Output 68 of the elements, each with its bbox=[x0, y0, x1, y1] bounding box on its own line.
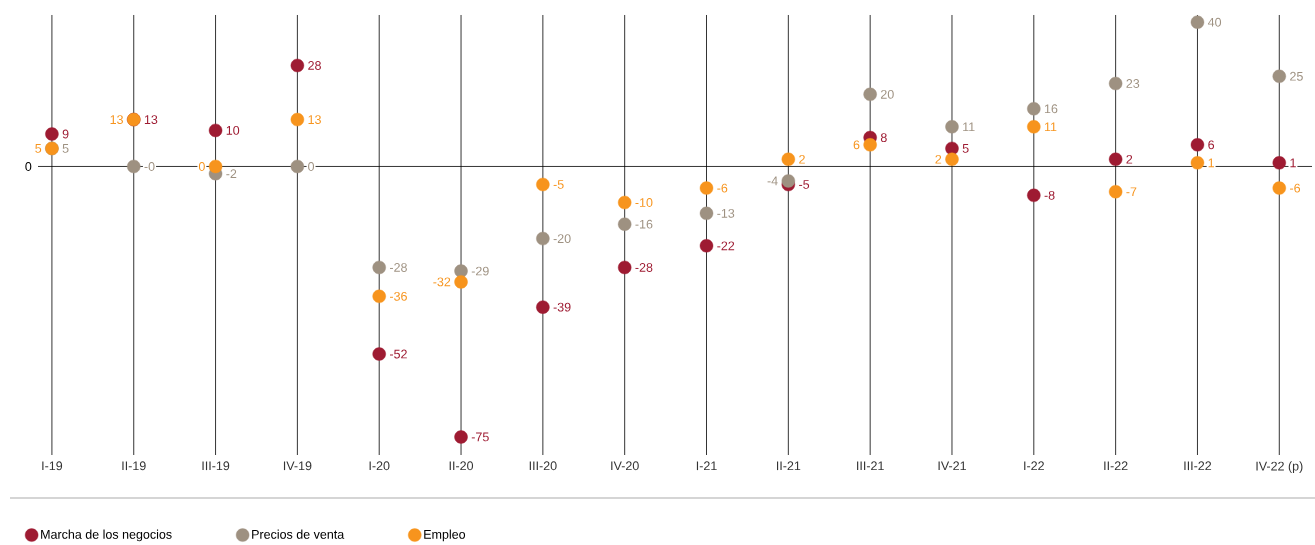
data-label: 28 bbox=[308, 61, 321, 70]
x-tick-label: IV-21 bbox=[938, 461, 966, 471]
x-tick-label: II-19 bbox=[122, 461, 146, 471]
x-tick-label: II-22 bbox=[1104, 461, 1128, 471]
x-tick-label: I-19 bbox=[42, 461, 63, 471]
data-label: 9 bbox=[62, 129, 69, 139]
x-tick-label: II-21 bbox=[776, 461, 801, 471]
x-tick-label: I-22 bbox=[1024, 461, 1044, 471]
data-label: -0 bbox=[144, 162, 155, 171]
data-label: 0 bbox=[308, 162, 315, 171]
data-label: 5 bbox=[962, 144, 969, 153]
data-label: -10 bbox=[635, 198, 653, 207]
data-label: 0 bbox=[198, 162, 205, 171]
data-label: 5 bbox=[62, 144, 69, 153]
data-label: 11 bbox=[963, 122, 975, 132]
data-label: -7 bbox=[1126, 187, 1137, 197]
data-label: 1 bbox=[1290, 158, 1296, 168]
legend-label: Empleo bbox=[424, 529, 466, 542]
data-label: 2 bbox=[935, 154, 942, 164]
data-label: 23 bbox=[1126, 79, 1140, 88]
data-label: 13 bbox=[144, 115, 158, 125]
data-label: -4 bbox=[767, 176, 778, 186]
data-label: -8 bbox=[1044, 190, 1055, 200]
data-label: -22 bbox=[717, 241, 735, 251]
data-label: -20 bbox=[553, 234, 571, 244]
data-label: 16 bbox=[1044, 104, 1058, 114]
data-label: -52 bbox=[389, 349, 407, 359]
data-label: 6 bbox=[1208, 140, 1215, 150]
x-tick-label: IV-22 (p) bbox=[1256, 461, 1303, 474]
data-label: -5 bbox=[799, 180, 810, 189]
data-label: 5 bbox=[35, 144, 42, 153]
x-tick-label: III-21 bbox=[857, 461, 884, 471]
data-label: 8 bbox=[880, 133, 887, 143]
data-label: -28 bbox=[635, 263, 653, 272]
data-label: -29 bbox=[471, 266, 489, 276]
data-label: -6 bbox=[1290, 183, 1301, 193]
x-tick-label: IV-20 bbox=[611, 461, 639, 471]
data-label: -16 bbox=[635, 219, 653, 229]
x-tick-label: III-20 bbox=[529, 461, 557, 471]
data-label: 11 bbox=[1044, 122, 1057, 132]
x-tick-label: III-22 bbox=[1184, 461, 1212, 471]
data-label: -36 bbox=[389, 291, 407, 301]
legend-label: Precios de venta bbox=[252, 529, 345, 539]
data-label: 25 bbox=[1290, 71, 1303, 81]
data-label: -75 bbox=[471, 432, 489, 442]
data-label: -32 bbox=[433, 277, 451, 287]
data-label: 13 bbox=[308, 115, 321, 125]
data-label: 1 bbox=[1208, 158, 1214, 168]
data-label: 20 bbox=[880, 89, 894, 99]
x-tick-label: II-20 bbox=[449, 461, 474, 471]
data-label: 13 bbox=[110, 115, 123, 125]
data-label: -5 bbox=[553, 180, 564, 189]
text: 0 bbox=[25, 162, 32, 171]
data-label: 2 bbox=[1126, 154, 1133, 164]
data-label: 2 bbox=[799, 154, 805, 164]
data-label: 40 bbox=[1207, 17, 1222, 27]
data-label: 6 bbox=[853, 140, 860, 150]
data-label: -13 bbox=[717, 208, 735, 218]
data-label: 10 bbox=[226, 125, 240, 135]
data-label: -28 bbox=[389, 263, 407, 272]
data-label: -6 bbox=[717, 183, 728, 193]
x-tick-label: I-20 bbox=[369, 461, 390, 471]
data-label: -39 bbox=[553, 302, 571, 312]
x-tick-label: I-21 bbox=[696, 461, 717, 471]
legend-label: Marcha de los negocios bbox=[41, 529, 172, 542]
x-tick-label: IV-19 bbox=[283, 461, 312, 471]
data-label: -2 bbox=[226, 169, 237, 179]
x-tick-label: III-19 bbox=[202, 461, 230, 471]
